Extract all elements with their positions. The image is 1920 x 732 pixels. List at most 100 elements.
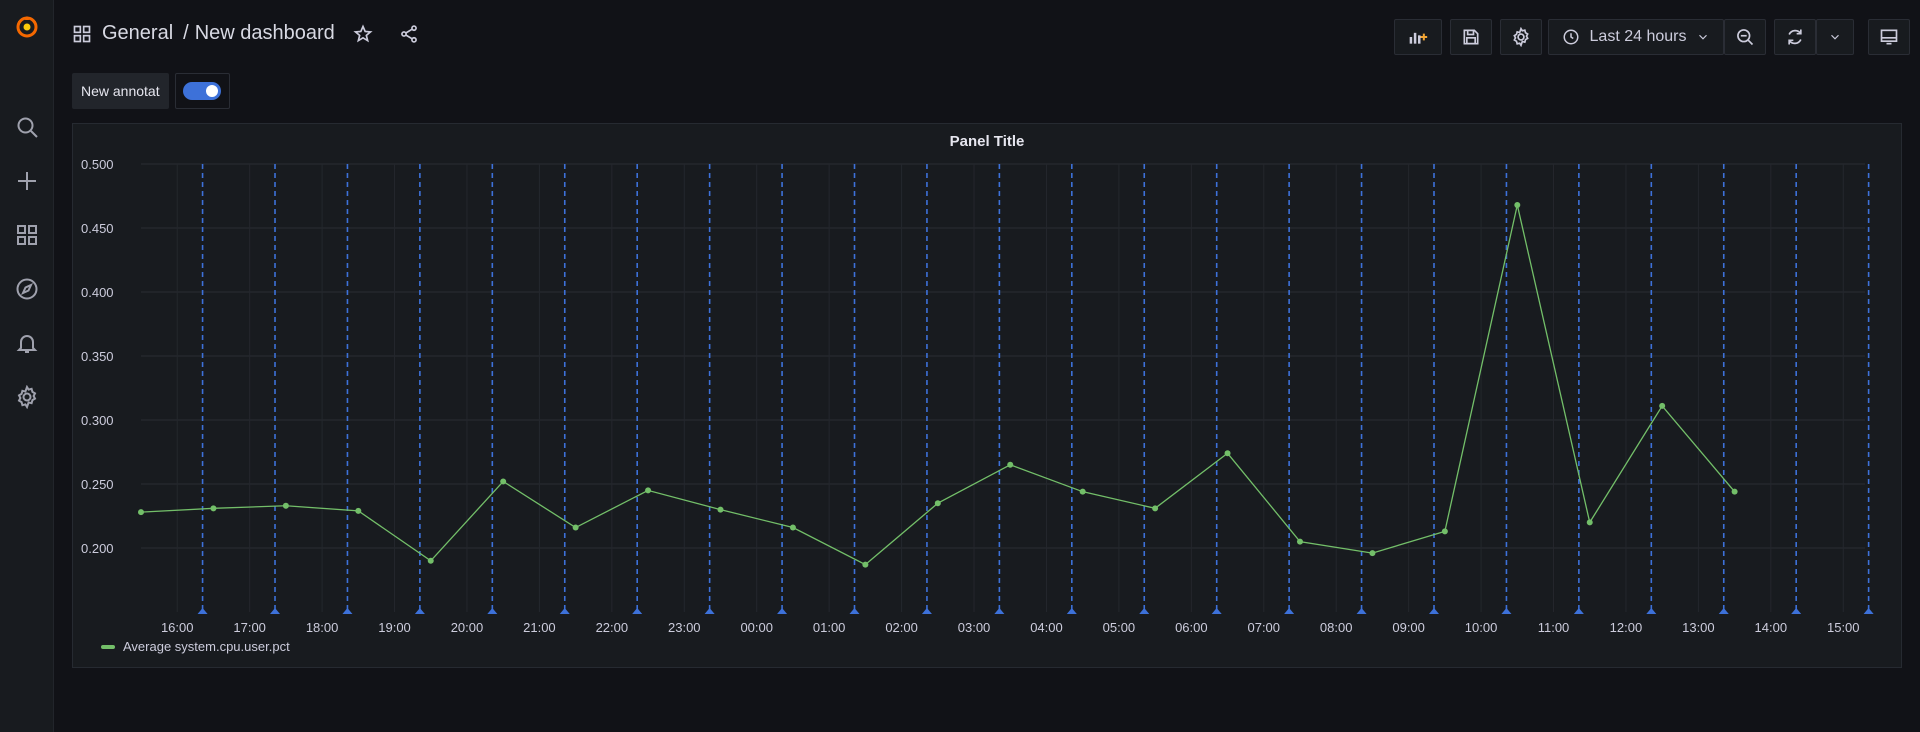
data-point: [789, 524, 796, 531]
x-tick-label: 06:00: [1175, 620, 1208, 635]
x-tick-label: 21:00: [523, 620, 556, 635]
x-tick-label: 08:00: [1320, 620, 1353, 635]
side-nav: [0, 0, 54, 732]
data-point: [1152, 505, 1159, 512]
explore-icon[interactable]: [14, 276, 40, 302]
annotation-marker: [1066, 608, 1077, 614]
annotation-marker: [777, 608, 788, 614]
x-tick-label: 16:00: [161, 620, 194, 635]
toggle-track[interactable]: [183, 82, 222, 100]
annotation-marker: [704, 608, 715, 614]
panel-title[interactable]: Panel Title: [949, 133, 1025, 150]
time-series-chart[interactable]: 0.200 0.250 0.300 0.350 0.400 0.450 0.500 16:00…: [73, 124, 1901, 667]
data-point: [1514, 201, 1521, 208]
data-point: [1224, 450, 1231, 457]
dashboards-icon[interactable]: [14, 222, 40, 248]
annotation-marker: [1573, 608, 1584, 614]
annotation-marker: [1284, 608, 1295, 614]
x-tick-label: 09:00: [1392, 620, 1425, 635]
data-point: [1586, 519, 1593, 526]
legend-label[interactable]: Average system.cpu.user.pct: [123, 639, 290, 654]
x-tick-label: 05:00: [1103, 620, 1136, 635]
annotation-marker: [1863, 608, 1874, 614]
legend-swatch: [101, 644, 115, 649]
clock-icon: [1563, 29, 1579, 45]
data-point: [427, 557, 434, 564]
annotation-toggle[interactable]: [174, 73, 230, 109]
annotation-marker: [487, 608, 498, 614]
add-panel-icon: [1409, 32, 1428, 44]
star-icon[interactable]: [353, 23, 373, 44]
data-point: [572, 524, 579, 531]
data-point: [500, 478, 507, 485]
data-point: [355, 507, 362, 514]
save-icon: [1463, 29, 1479, 45]
annotation-marker: [1501, 608, 1512, 614]
annotation-marker: [342, 608, 353, 614]
dashboard-grid-icon: [73, 25, 91, 42]
data-point: [1296, 538, 1303, 545]
annotation-marker: [994, 608, 1005, 614]
breadcrumb-folder[interactable]: General: [102, 22, 174, 44]
dashboard-settings-button[interactable]: [1500, 19, 1542, 55]
annotation-marker: [414, 608, 425, 614]
legend[interactable]: Average system.cpu.user.pct: [101, 639, 290, 654]
annotation-marker: [632, 608, 643, 614]
data-point: [934, 500, 941, 507]
y-tick-label: 0.450: [81, 221, 114, 236]
annotation-marker: [1791, 608, 1802, 614]
x-tick-label: 20:00: [451, 620, 484, 635]
refresh-interval-dropdown[interactable]: [1816, 19, 1854, 55]
gear-icon: [1513, 27, 1529, 47]
y-tick-label: 0.500: [81, 157, 114, 172]
plus-icon[interactable]: [14, 168, 40, 194]
x-tick-label: 04:00: [1030, 620, 1063, 635]
graph-panel[interactable]: Panel Title 0.200 0.250 0.300 0.350 0.400 0.4…: [72, 123, 1902, 668]
data-point: [717, 506, 724, 513]
annotation-marker: [1429, 608, 1439, 614]
annotation-marker: [1356, 608, 1367, 614]
x-tick-label: 02:00: [885, 620, 918, 635]
data-point: [1731, 488, 1738, 495]
share-icon[interactable]: [399, 24, 419, 44]
annotation-label: New annotat: [72, 73, 169, 109]
add-panel-button[interactable]: [1394, 19, 1442, 55]
search-icon[interactable]: [14, 114, 40, 140]
annotation-marker: [197, 608, 208, 614]
data-point: [862, 561, 869, 568]
breadcrumb-separator: /: [183, 22, 189, 44]
data-point: [1369, 550, 1376, 557]
series-line: [140, 204, 1736, 566]
annotation-marker: [1139, 608, 1150, 614]
y-tick-label: 0.250: [81, 477, 114, 492]
x-tick-label: 15:00: [1827, 620, 1860, 635]
zoom-out-button[interactable]: [1724, 19, 1766, 55]
x-tick-label: 23:00: [668, 620, 701, 635]
time-range-picker[interactable]: Last 24 hours: [1548, 19, 1724, 55]
grafana-logo-icon[interactable]: [14, 14, 40, 40]
tv-mode-button[interactable]: [1868, 19, 1910, 55]
data-point: [645, 487, 652, 494]
chevron-down-icon: [1699, 34, 1708, 40]
annotation-marker: [849, 608, 860, 614]
data-point: [138, 509, 144, 516]
gear-icon[interactable]: [14, 384, 40, 410]
x-tick-label: 00:00: [740, 620, 773, 635]
bell-icon[interactable]: [14, 330, 40, 356]
x-tick-label: 19:00: [378, 620, 411, 635]
x-tick-label: 01:00: [813, 620, 846, 635]
y-tick-label: 0.200: [81, 541, 114, 556]
save-dashboard-button[interactable]: [1450, 19, 1492, 55]
x-tick-label: 13:00: [1682, 620, 1715, 635]
refresh-button[interactable]: [1774, 19, 1816, 55]
refresh-icon: [1788, 29, 1802, 45]
x-tick-label: 12:00: [1610, 620, 1643, 635]
top-bar: General / New dashboard Last 24 hours: [54, 0, 1920, 70]
annotation-marker: [921, 608, 932, 614]
dashboard-title[interactable]: New dashboard: [194, 22, 335, 44]
x-tick-label: 03:00: [958, 620, 991, 635]
x-tick-label: 14:00: [1755, 620, 1788, 635]
chevron-down-icon: [1831, 34, 1839, 40]
annotation-marker: [559, 608, 570, 614]
annotation-marker: [1211, 608, 1222, 614]
